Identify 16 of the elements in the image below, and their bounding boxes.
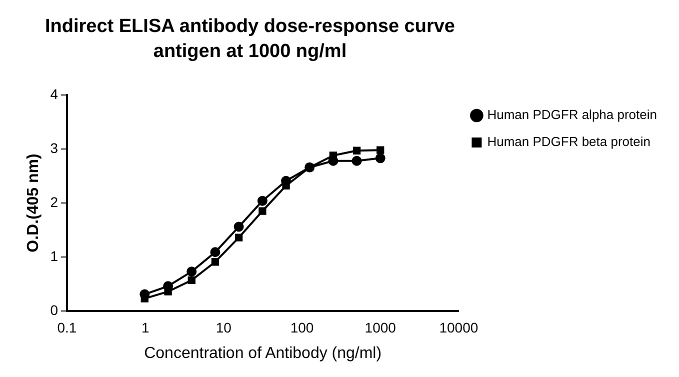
x-tick-label: 0.1 <box>57 319 77 336</box>
y-tick-label: 1 <box>50 248 58 264</box>
y-tick-label: 2 <box>50 194 58 210</box>
chart-title: Indirect ELISA antibody dose-response curve antigen at 1000 ng/ml <box>44 15 456 64</box>
y-tick-label: 4 <box>50 86 58 102</box>
x-axis-title: Concentration of Antibody (ng/ml) <box>144 344 382 362</box>
x-tick-label: 1000 <box>364 319 396 336</box>
legend-label: Human PDGFR beta protein <box>487 134 650 150</box>
x-tick-label: 10 <box>216 319 232 336</box>
x-tick-label: 100 <box>290 319 314 336</box>
legend-label: Human PDGFR alpha protein <box>487 107 658 122</box>
y-tick-label: 0 <box>50 302 58 318</box>
y-axis-title: O.D.(405 nm) <box>25 154 42 252</box>
x-tick-label: 1 <box>141 319 150 336</box>
y-tick-label: 3 <box>50 140 58 156</box>
x-tick-label: 10000 <box>439 319 478 336</box>
